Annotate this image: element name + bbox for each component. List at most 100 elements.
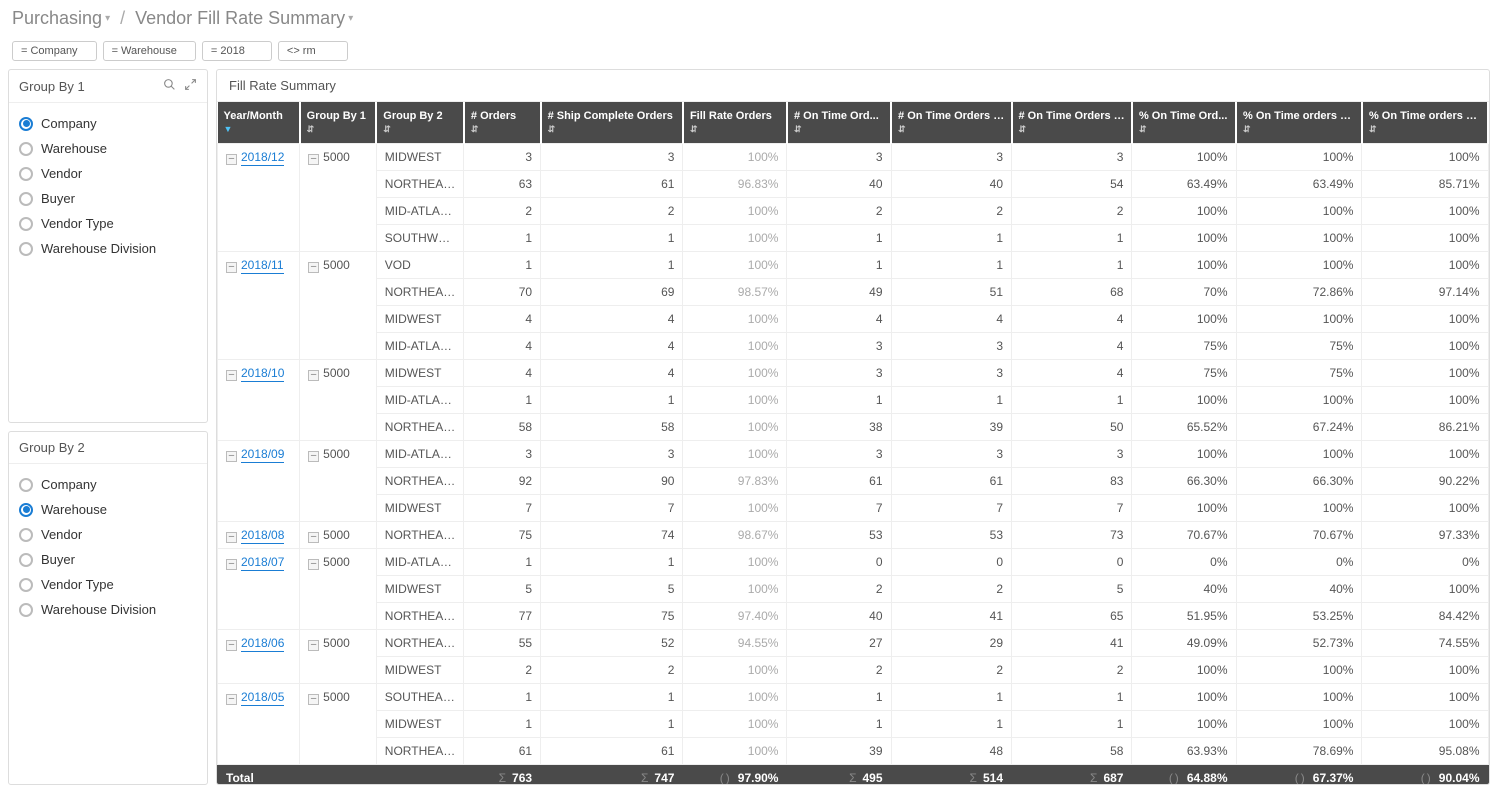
cell-groupby1[interactable]: −5000: [300, 630, 377, 684]
radio-option-buyer[interactable]: Buyer: [19, 547, 197, 572]
cell-p5: 100%: [1362, 144, 1488, 171]
breadcrumb-crumb-1[interactable]: Purchasing ▾: [12, 8, 110, 29]
radio-option-warehouse-division[interactable]: Warehouse Division: [19, 597, 197, 622]
collapse-icon[interactable]: −: [226, 262, 237, 273]
col-ontime2[interactable]: # On Time Orders 2 ...⇵: [891, 102, 1011, 144]
collapse-icon[interactable]: −: [226, 532, 237, 543]
cell-ot5: 1: [1012, 225, 1132, 252]
col-yearmonth[interactable]: Year/Month▼: [218, 102, 300, 144]
cell-ot1: 2: [787, 657, 891, 684]
total-ot1: 495: [787, 765, 891, 785]
radio-option-buyer[interactable]: Buyer: [19, 186, 197, 211]
col-pct-ontime2[interactable]: % On Time orders 2 ...⇵: [1236, 102, 1362, 144]
cell-ship: 4: [541, 360, 683, 387]
collapse-icon[interactable]: −: [308, 532, 319, 543]
col-groupby2[interactable]: Group By 2⇵: [376, 102, 464, 144]
cell-p5: 100%: [1362, 576, 1488, 603]
cell-ot2: 1: [891, 225, 1011, 252]
cell-ot1: 1: [787, 387, 891, 414]
col-ontime5[interactable]: # On Time Orders 5 ...⇵: [1012, 102, 1132, 144]
cell-ship: 1: [541, 549, 683, 576]
search-icon[interactable]: [163, 78, 176, 94]
radio-option-warehouse[interactable]: Warehouse: [19, 497, 197, 522]
radio-option-warehouse-division[interactable]: Warehouse Division: [19, 236, 197, 261]
cell-ship: 3: [541, 441, 683, 468]
collapse-icon[interactable]: −: [226, 451, 237, 462]
table-row: MID-ATLAN...11100%111100%100%100%: [218, 387, 1489, 414]
breadcrumb-crumb-2[interactable]: Vendor Fill Rate Summary ▾: [135, 8, 353, 29]
cell-yearmonth[interactable]: −2018/10: [218, 360, 300, 441]
cell-yearmonth[interactable]: −2018/08: [218, 522, 300, 549]
cell-groupby1[interactable]: −5000: [300, 522, 377, 549]
filter-rm[interactable]: <> rm: [278, 41, 348, 61]
cell-ot2: 29: [891, 630, 1011, 657]
cell-p5: 100%: [1362, 657, 1488, 684]
collapse-icon[interactable]: −: [308, 154, 319, 165]
cell-ot1: 3: [787, 333, 891, 360]
cell-p5: 97.14%: [1362, 279, 1488, 306]
col-ship-complete[interactable]: # Ship Complete Orders⇵: [541, 102, 683, 144]
radio-option-company[interactable]: Company: [19, 111, 197, 136]
radio-option-vendor[interactable]: Vendor: [19, 161, 197, 186]
cell-yearmonth[interactable]: −2018/11: [218, 252, 300, 360]
collapse-icon[interactable]: −: [226, 154, 237, 165]
col-fill-rate[interactable]: Fill Rate Orders⇵: [683, 102, 787, 144]
col-ontime[interactable]: # On Time Ord...⇵: [787, 102, 891, 144]
collapse-icon[interactable]: −: [226, 694, 237, 705]
expand-icon[interactable]: [184, 78, 197, 94]
collapse-icon[interactable]: −: [226, 370, 237, 381]
collapse-icon[interactable]: −: [226, 559, 237, 570]
cell-groupby1[interactable]: −5000: [300, 549, 377, 630]
cell-groupby1[interactable]: −5000: [300, 684, 377, 765]
radio-option-vendor[interactable]: Vendor: [19, 522, 197, 547]
table-row: −2018/12−5000MIDWEST33100%333100%100%100…: [218, 144, 1489, 171]
filter-warehouse[interactable]: = Warehouse: [103, 41, 196, 61]
collapse-icon[interactable]: −: [308, 451, 319, 462]
cell-yearmonth[interactable]: −2018/06: [218, 630, 300, 684]
cell-yearmonth[interactable]: −2018/05: [218, 684, 300, 765]
cell-ot2: 41: [891, 603, 1011, 630]
cell-yearmonth[interactable]: −2018/07: [218, 549, 300, 630]
cell-groupby1[interactable]: −5000: [300, 144, 377, 252]
col-pct-ontime5[interactable]: % On Time orders 5 ...⇵: [1362, 102, 1488, 144]
table-row: −2018/08−5000NORTHEAST757498.67%53537370…: [218, 522, 1489, 549]
col-orders[interactable]: # Orders⇵: [464, 102, 541, 144]
cell-p2: 66.30%: [1236, 468, 1362, 495]
filter-company[interactable]: = Company: [12, 41, 97, 61]
cell-yearmonth[interactable]: −2018/12: [218, 144, 300, 252]
cell-g2: SOUTHWEST: [376, 225, 464, 252]
cell-p2: 100%: [1236, 144, 1362, 171]
cell-ord: 3: [464, 144, 541, 171]
collapse-icon[interactable]: −: [308, 262, 319, 273]
radio-option-company[interactable]: Company: [19, 472, 197, 497]
col-groupby1[interactable]: Group By 1⇵: [300, 102, 377, 144]
table-row: MID-ATLAN...22100%222100%100%100%: [218, 198, 1489, 225]
cell-ot1: 40: [787, 603, 891, 630]
cell-p2: 100%: [1236, 387, 1362, 414]
cell-groupby1[interactable]: −5000: [300, 360, 377, 441]
collapse-icon[interactable]: −: [308, 640, 319, 651]
filter-year[interactable]: = 2018: [202, 41, 272, 61]
radio-option-vendor-type[interactable]: Vendor Type: [19, 211, 197, 236]
collapse-icon[interactable]: −: [308, 559, 319, 570]
cell-fill: 100%: [683, 684, 787, 711]
cell-groupby1[interactable]: −5000: [300, 441, 377, 522]
collapse-icon[interactable]: −: [226, 640, 237, 651]
table-scroll[interactable]: Year/Month▼ Group By 1⇵ Group By 2⇵ # Or…: [217, 102, 1489, 784]
cell-yearmonth[interactable]: −2018/09: [218, 441, 300, 522]
cell-ot5: 50: [1012, 414, 1132, 441]
cell-fill: 94.55%: [683, 630, 787, 657]
cell-groupby1[interactable]: −5000: [300, 252, 377, 360]
collapse-icon[interactable]: −: [308, 370, 319, 381]
col-pct-ontime[interactable]: % On Time Ord...⇵: [1132, 102, 1236, 144]
radio-icon: [19, 478, 33, 492]
radio-option-warehouse[interactable]: Warehouse: [19, 136, 197, 161]
cell-p1: 100%: [1132, 441, 1236, 468]
radio-option-vendor-type[interactable]: Vendor Type: [19, 572, 197, 597]
caret-down-icon: ▾: [105, 13, 110, 24]
collapse-icon[interactable]: −: [308, 694, 319, 705]
fill-rate-table: Year/Month▼ Group By 1⇵ Group By 2⇵ # Or…: [217, 102, 1489, 784]
cell-p2: 100%: [1236, 225, 1362, 252]
cell-ot1: 1: [787, 684, 891, 711]
cell-g2: NORTHEAST: [376, 414, 464, 441]
